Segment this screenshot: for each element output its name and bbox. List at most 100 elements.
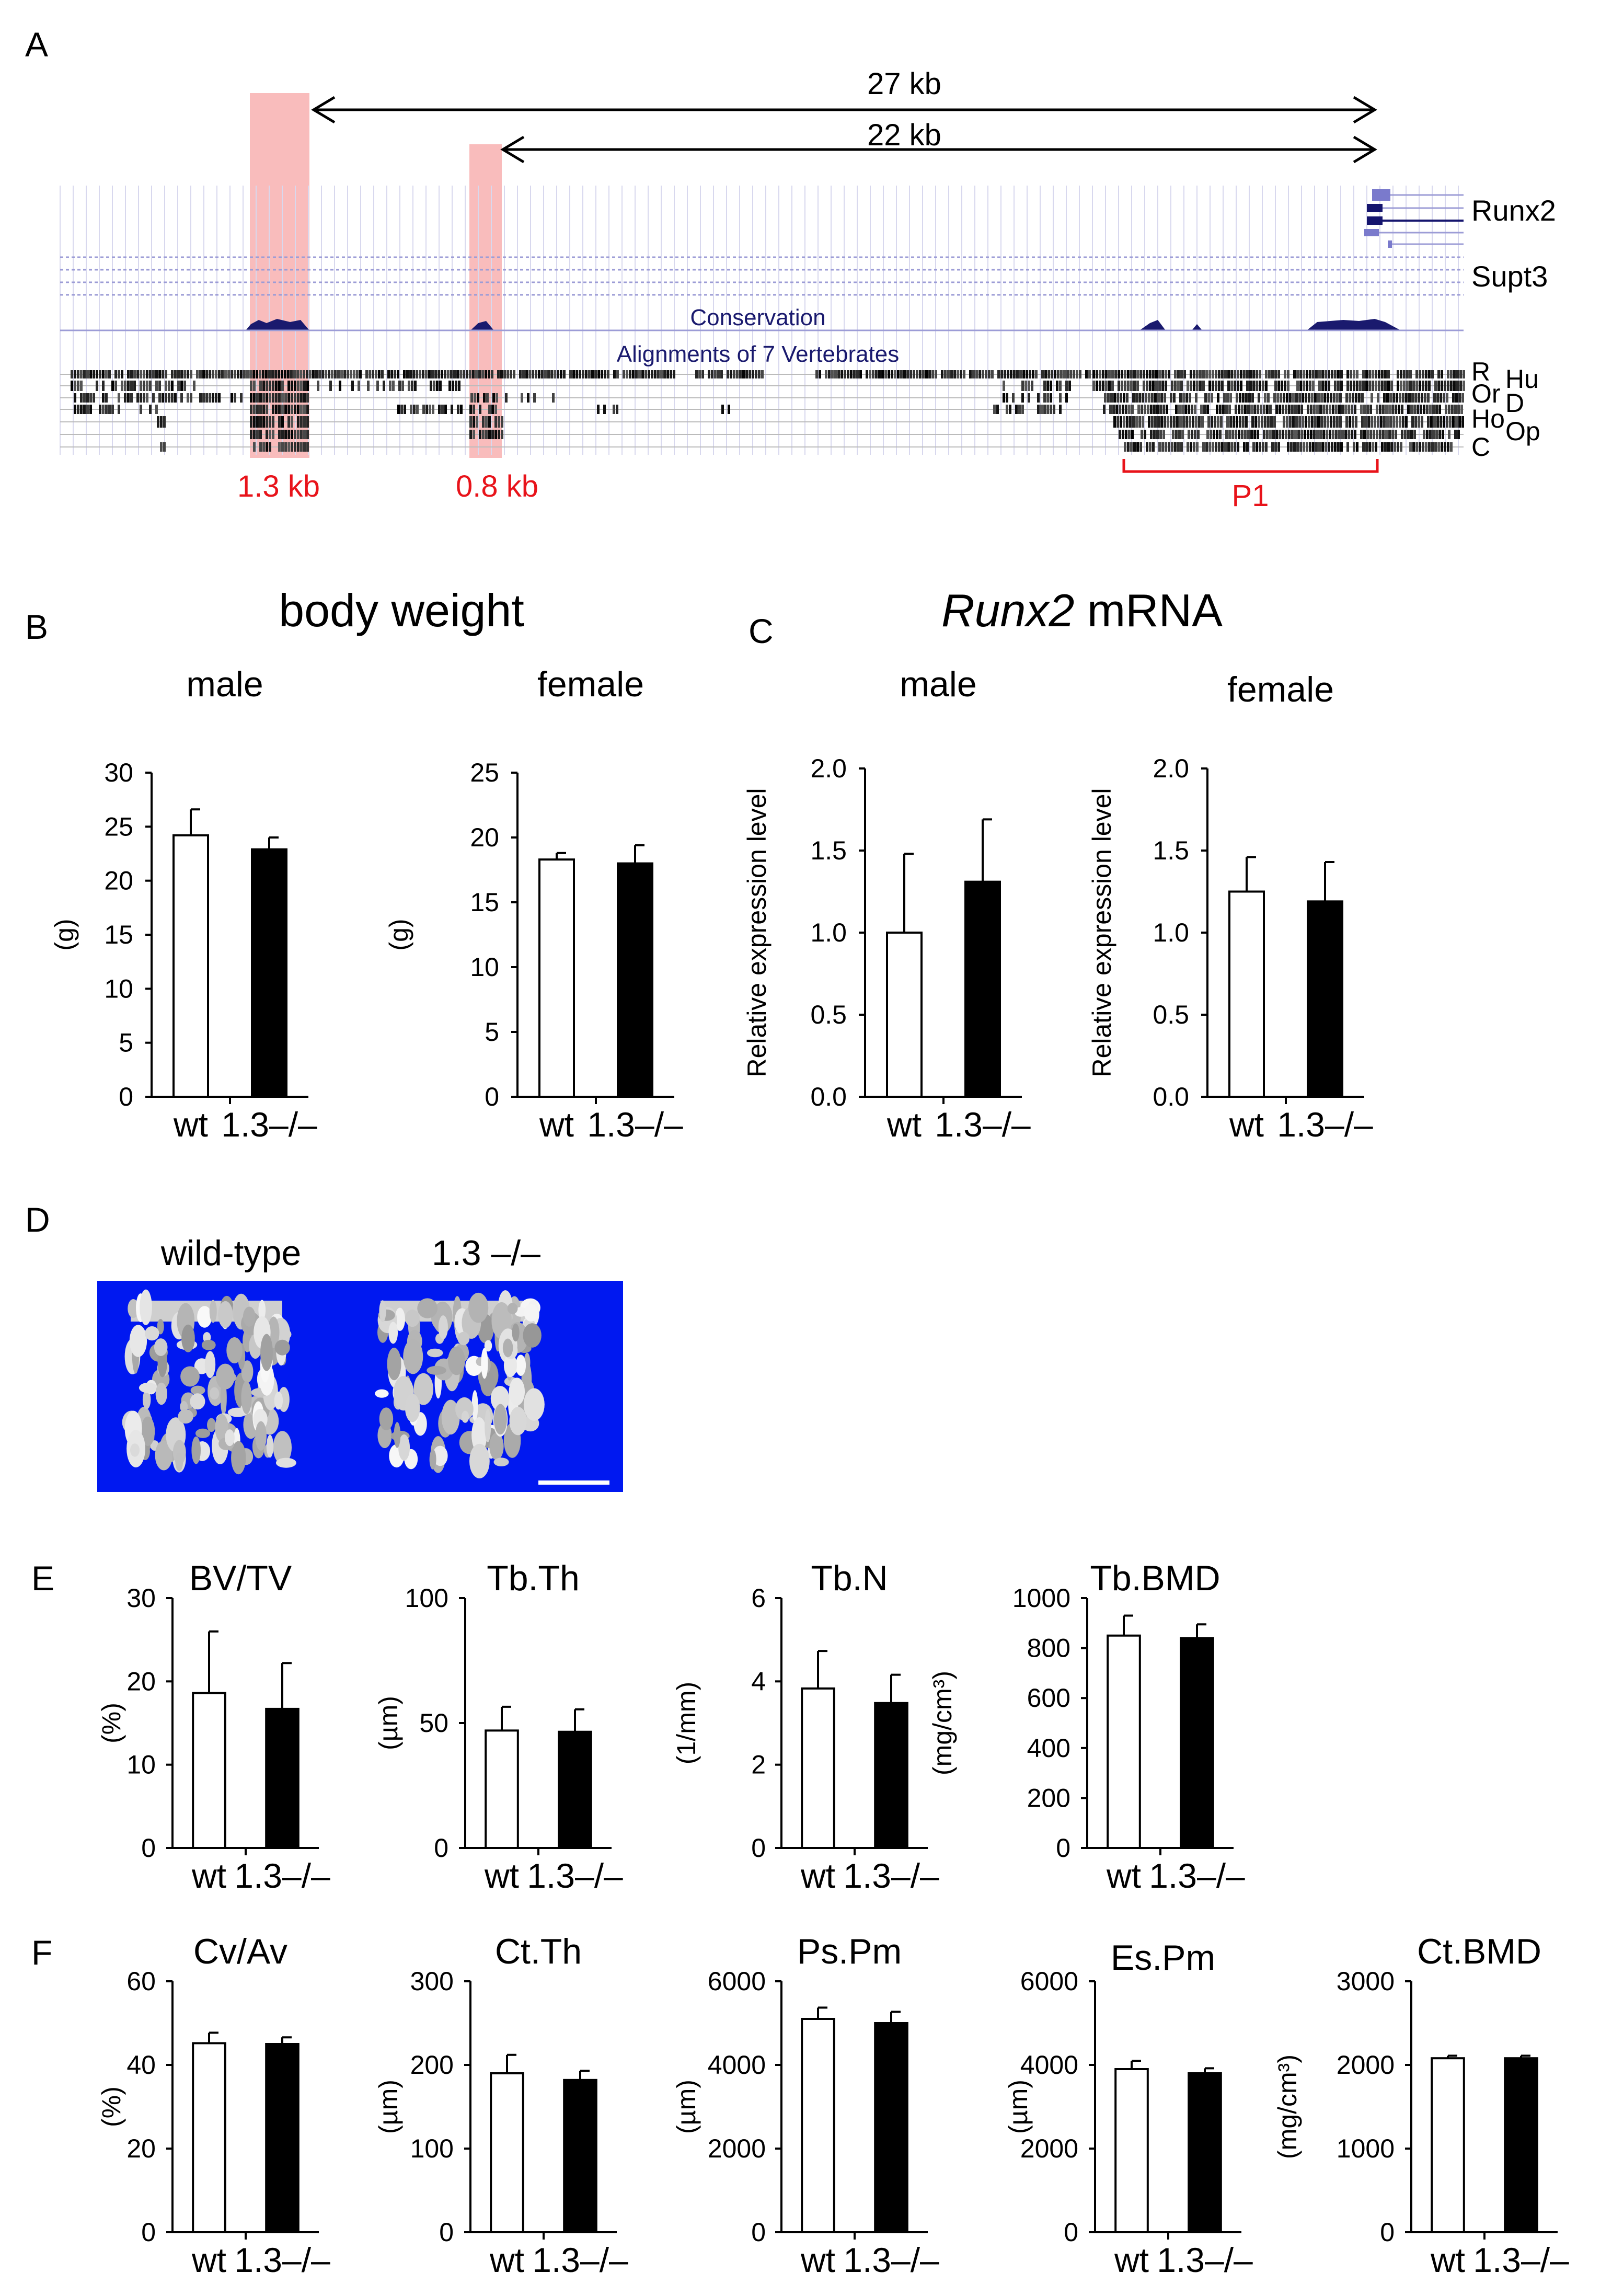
- alignment-block: [1459, 370, 1462, 378]
- alignment-block: [1422, 442, 1424, 452]
- alignment-block: [1438, 405, 1441, 414]
- alignment-block: [1257, 405, 1259, 414]
- y-tick-label: 20: [126, 2134, 156, 2163]
- alignment-block: [1262, 442, 1264, 452]
- alignment-block: [720, 370, 723, 378]
- alignment-block: [1130, 381, 1133, 391]
- alignment-block: [1158, 381, 1161, 391]
- alignment-block: [1314, 393, 1317, 403]
- alignment-block: [1305, 393, 1307, 403]
- alignment-block: [1390, 381, 1393, 391]
- alignment-block: [1402, 416, 1404, 428]
- alignment-block: [982, 370, 984, 378]
- alignment-block: [1366, 430, 1369, 439]
- alignment-block: [745, 370, 748, 378]
- alignment-block: [1065, 393, 1068, 403]
- alignment-block: [1409, 370, 1412, 378]
- alignment-block: [1121, 381, 1123, 391]
- alignment-block: [1028, 381, 1030, 391]
- alignment-block: [1178, 430, 1181, 439]
- alignment-block: [266, 381, 268, 391]
- alignment-block: [1136, 381, 1139, 391]
- trabecula: [274, 1339, 290, 1356]
- alignment-block: [1415, 370, 1418, 378]
- alignment-block: [1433, 416, 1436, 428]
- alignment-block: [1279, 405, 1281, 414]
- alignment-block: [140, 381, 142, 391]
- y-tick-label: 30: [104, 758, 133, 787]
- alignment-block: [136, 370, 139, 378]
- bar-wt: [485, 1729, 519, 1850]
- panel-letter-a: A: [25, 25, 48, 64]
- alignment-block: [1193, 381, 1195, 391]
- alignment-block: [819, 370, 821, 378]
- alignment-block: [1457, 405, 1460, 414]
- alignment-block: [714, 370, 717, 378]
- alignment-block: [844, 370, 846, 378]
- alignment-block: [1234, 370, 1236, 378]
- alignment-block: [253, 381, 256, 391]
- alignment-block: [190, 370, 192, 378]
- x-category-label: 1.3–/–: [234, 2241, 330, 2279]
- alignment-block: [1461, 393, 1464, 403]
- alignment-block: [1339, 416, 1342, 428]
- alignment-block: [1013, 370, 1016, 378]
- alignment-block: [96, 370, 98, 378]
- alignment-block: [1198, 416, 1201, 428]
- alignment-block: [1085, 370, 1088, 378]
- alignment-block: [491, 370, 493, 378]
- alignment-block: [162, 393, 164, 403]
- alignment-block: [339, 381, 341, 391]
- alignment-block: [1413, 430, 1416, 439]
- alignment-block: [1382, 430, 1385, 439]
- alignment-block: [1412, 442, 1415, 452]
- alignment-block: [124, 393, 126, 403]
- alignment-block: [281, 416, 284, 428]
- alignment-block: [1285, 405, 1287, 414]
- alignment-block: [1325, 381, 1327, 391]
- alignment-block: [266, 442, 268, 452]
- alignment-block: [124, 381, 126, 391]
- alignment-block: [1204, 393, 1207, 403]
- alignment-block: [1303, 442, 1305, 452]
- alignment-block: [218, 393, 221, 403]
- alignment-block: [1282, 430, 1284, 439]
- alignment-block: [1287, 370, 1289, 378]
- alignment-block: [1257, 430, 1259, 439]
- trabecula: [145, 1326, 159, 1341]
- alignment-block: [1167, 416, 1169, 428]
- y-tick-label: 0.5: [810, 1000, 847, 1029]
- alignment-block: [1155, 370, 1158, 378]
- alignment-block: [1297, 430, 1300, 439]
- alignment-block: [1429, 430, 1432, 439]
- alignment-block: [1372, 370, 1374, 378]
- alignment-block: [1405, 416, 1408, 428]
- alignment-block: [127, 381, 130, 391]
- alignment-block: [425, 370, 428, 378]
- alignment-block: [1202, 381, 1205, 391]
- alignment-block: [1263, 405, 1265, 414]
- alignment-block: [728, 405, 730, 414]
- y-axis-label: Relative expression level: [1087, 788, 1116, 1077]
- alignment-block: [1350, 370, 1352, 378]
- alignment-block: [717, 370, 720, 378]
- alignment-block: [1459, 381, 1462, 391]
- alignment-block: [1187, 381, 1189, 391]
- alignment-block: [297, 442, 300, 452]
- trabecula: [142, 1390, 151, 1409]
- alignment-block: [1130, 442, 1133, 452]
- y-tick-label: 0.5: [1153, 1000, 1189, 1029]
- alignment-block: [1456, 381, 1459, 391]
- species-label-c: C: [1471, 432, 1490, 462]
- alignment-block: [1224, 370, 1227, 378]
- alignment-block: [439, 381, 442, 391]
- alignment-block: [234, 393, 236, 403]
- alignment-block: [89, 393, 92, 403]
- alignment-block: [383, 381, 385, 391]
- alignment-block: [460, 405, 463, 414]
- alignment-block: [1202, 370, 1205, 378]
- alignment-block: [1320, 393, 1323, 403]
- alignment-block: [414, 381, 417, 391]
- alignment-block: [1237, 442, 1239, 452]
